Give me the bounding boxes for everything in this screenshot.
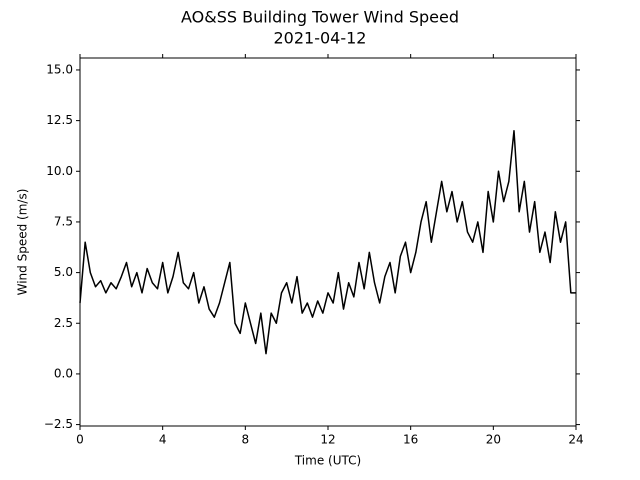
- chart-title: AO&SS Building Tower Wind Speed: [181, 8, 459, 27]
- x-tick-label: 16: [403, 433, 418, 447]
- y-tick-label: 0.0: [54, 366, 73, 380]
- x-tick-label: 12: [320, 433, 335, 447]
- x-tick-label: 20: [486, 433, 501, 447]
- y-tick-label: 10.0: [46, 164, 73, 178]
- y-tick-label: −2.5: [44, 417, 73, 431]
- x-tick-label: 24: [568, 433, 583, 447]
- y-tick-label: 12.5: [46, 113, 73, 127]
- chart-subtitle: 2021-04-12: [274, 29, 367, 48]
- y-tick-label: 5.0: [54, 265, 73, 279]
- y-tick-label: 2.5: [54, 316, 73, 330]
- y-tick-label: 15.0: [46, 62, 73, 76]
- data-line: [79, 130, 576, 355]
- y-axis-label: Wind Speed (m/s): [16, 189, 30, 296]
- plot-frame: [79, 57, 577, 427]
- y-tick-label: 7.5: [54, 214, 73, 228]
- x-tick-label: 4: [159, 433, 167, 447]
- x-axis-label: Time (UTC): [294, 454, 361, 468]
- x-tick-label: 0: [76, 433, 84, 447]
- x-tick-label: 8: [242, 433, 250, 447]
